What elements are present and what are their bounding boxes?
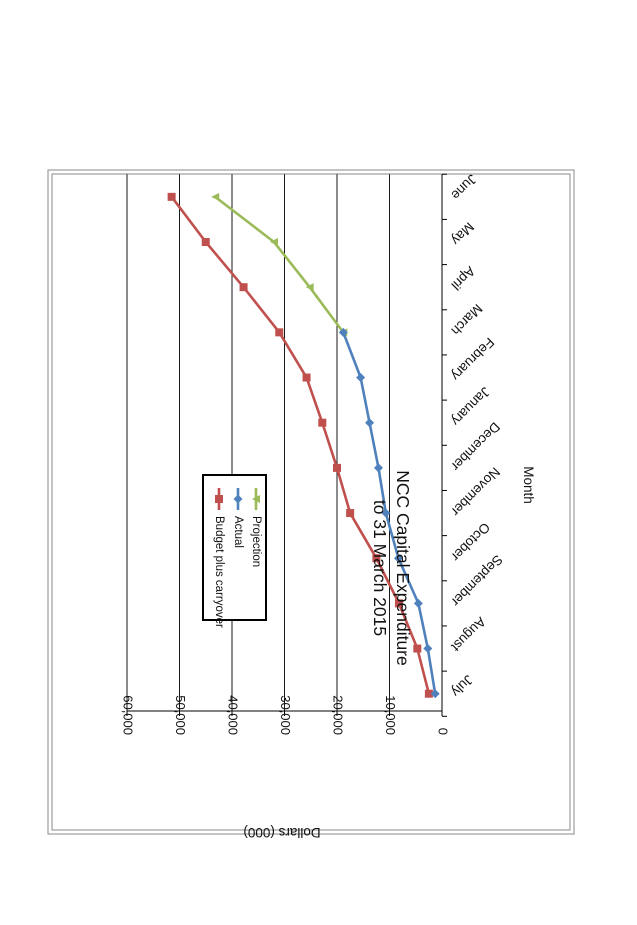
data-point [373,463,383,473]
category-label: January [448,384,493,429]
chart-frame-inner [51,173,571,831]
series [167,192,440,699]
category-label: July [448,672,476,700]
data-point [201,238,210,247]
x-tick-labels: JulyAugustSeptemberOctoberNovemberDecemb… [448,171,506,699]
series-line [170,196,431,695]
data-point [372,554,381,563]
series-actual [338,327,440,699]
y-tick-labels: 0 10,000 20,000 30,000 40,000 50,000 60,000 [121,695,451,735]
axes [126,173,447,717]
data-point [394,599,403,608]
data-point [302,373,311,382]
value-tick-label: 30,000 [278,695,293,735]
legend-label: Projection [250,516,262,567]
data-point [424,689,433,698]
rotated-chart-group: 0 10,000 20,000 30,000 40,000 50,000 60,000 Ju… [121,171,536,840]
category-label: February [448,335,497,384]
category-label: October [448,520,493,565]
chart-subtitle: to 31 March 2015 [370,500,390,636]
data-point [270,238,278,247]
x-axis-title: Month [521,466,536,504]
gridlines [126,174,390,711]
data-point [239,283,248,292]
data-point [275,328,284,337]
category-label: March [448,301,485,338]
data-point [381,508,391,518]
chart-title: NCC Capital Expenditure [393,470,413,666]
value-tick-label: 60,000 [121,695,136,735]
series-budget-plus-carryover [167,192,433,698]
value-tick-label: 50,000 [173,695,188,735]
y-axis-title: Dollars (000) [243,825,320,840]
data-point [356,373,366,383]
value-tick-label: 20,000 [331,695,346,735]
data-point [346,509,355,518]
data-point [393,553,403,563]
data-point [413,598,423,608]
value-tick-label: 40,000 [226,695,241,735]
data-point [318,418,327,427]
legend-marker [233,494,243,504]
category-label: June [448,171,479,202]
data-point [338,327,348,337]
data-point [167,192,176,201]
data-point [333,463,341,472]
legend-label: Actual [232,516,244,548]
value-tick-label: 0 [436,728,451,735]
data-point [365,418,375,428]
legend-label: Budget plus carryover [213,516,225,628]
data-point [211,192,220,201]
series-line [214,195,345,334]
category-label: November [448,464,503,519]
data-point [305,283,314,292]
legend-marker [252,495,260,503]
legend: Budget plus carryover Actual Projection [202,474,267,628]
chart-frame [47,169,575,835]
category-label: April [448,263,478,293]
category-label: May [448,219,477,248]
data-point [413,644,422,653]
value-tick-label: 10,000 [383,695,398,735]
data-point [423,644,433,654]
category-label: August [448,614,489,655]
legend-marker [215,495,223,503]
data-point [430,689,440,699]
